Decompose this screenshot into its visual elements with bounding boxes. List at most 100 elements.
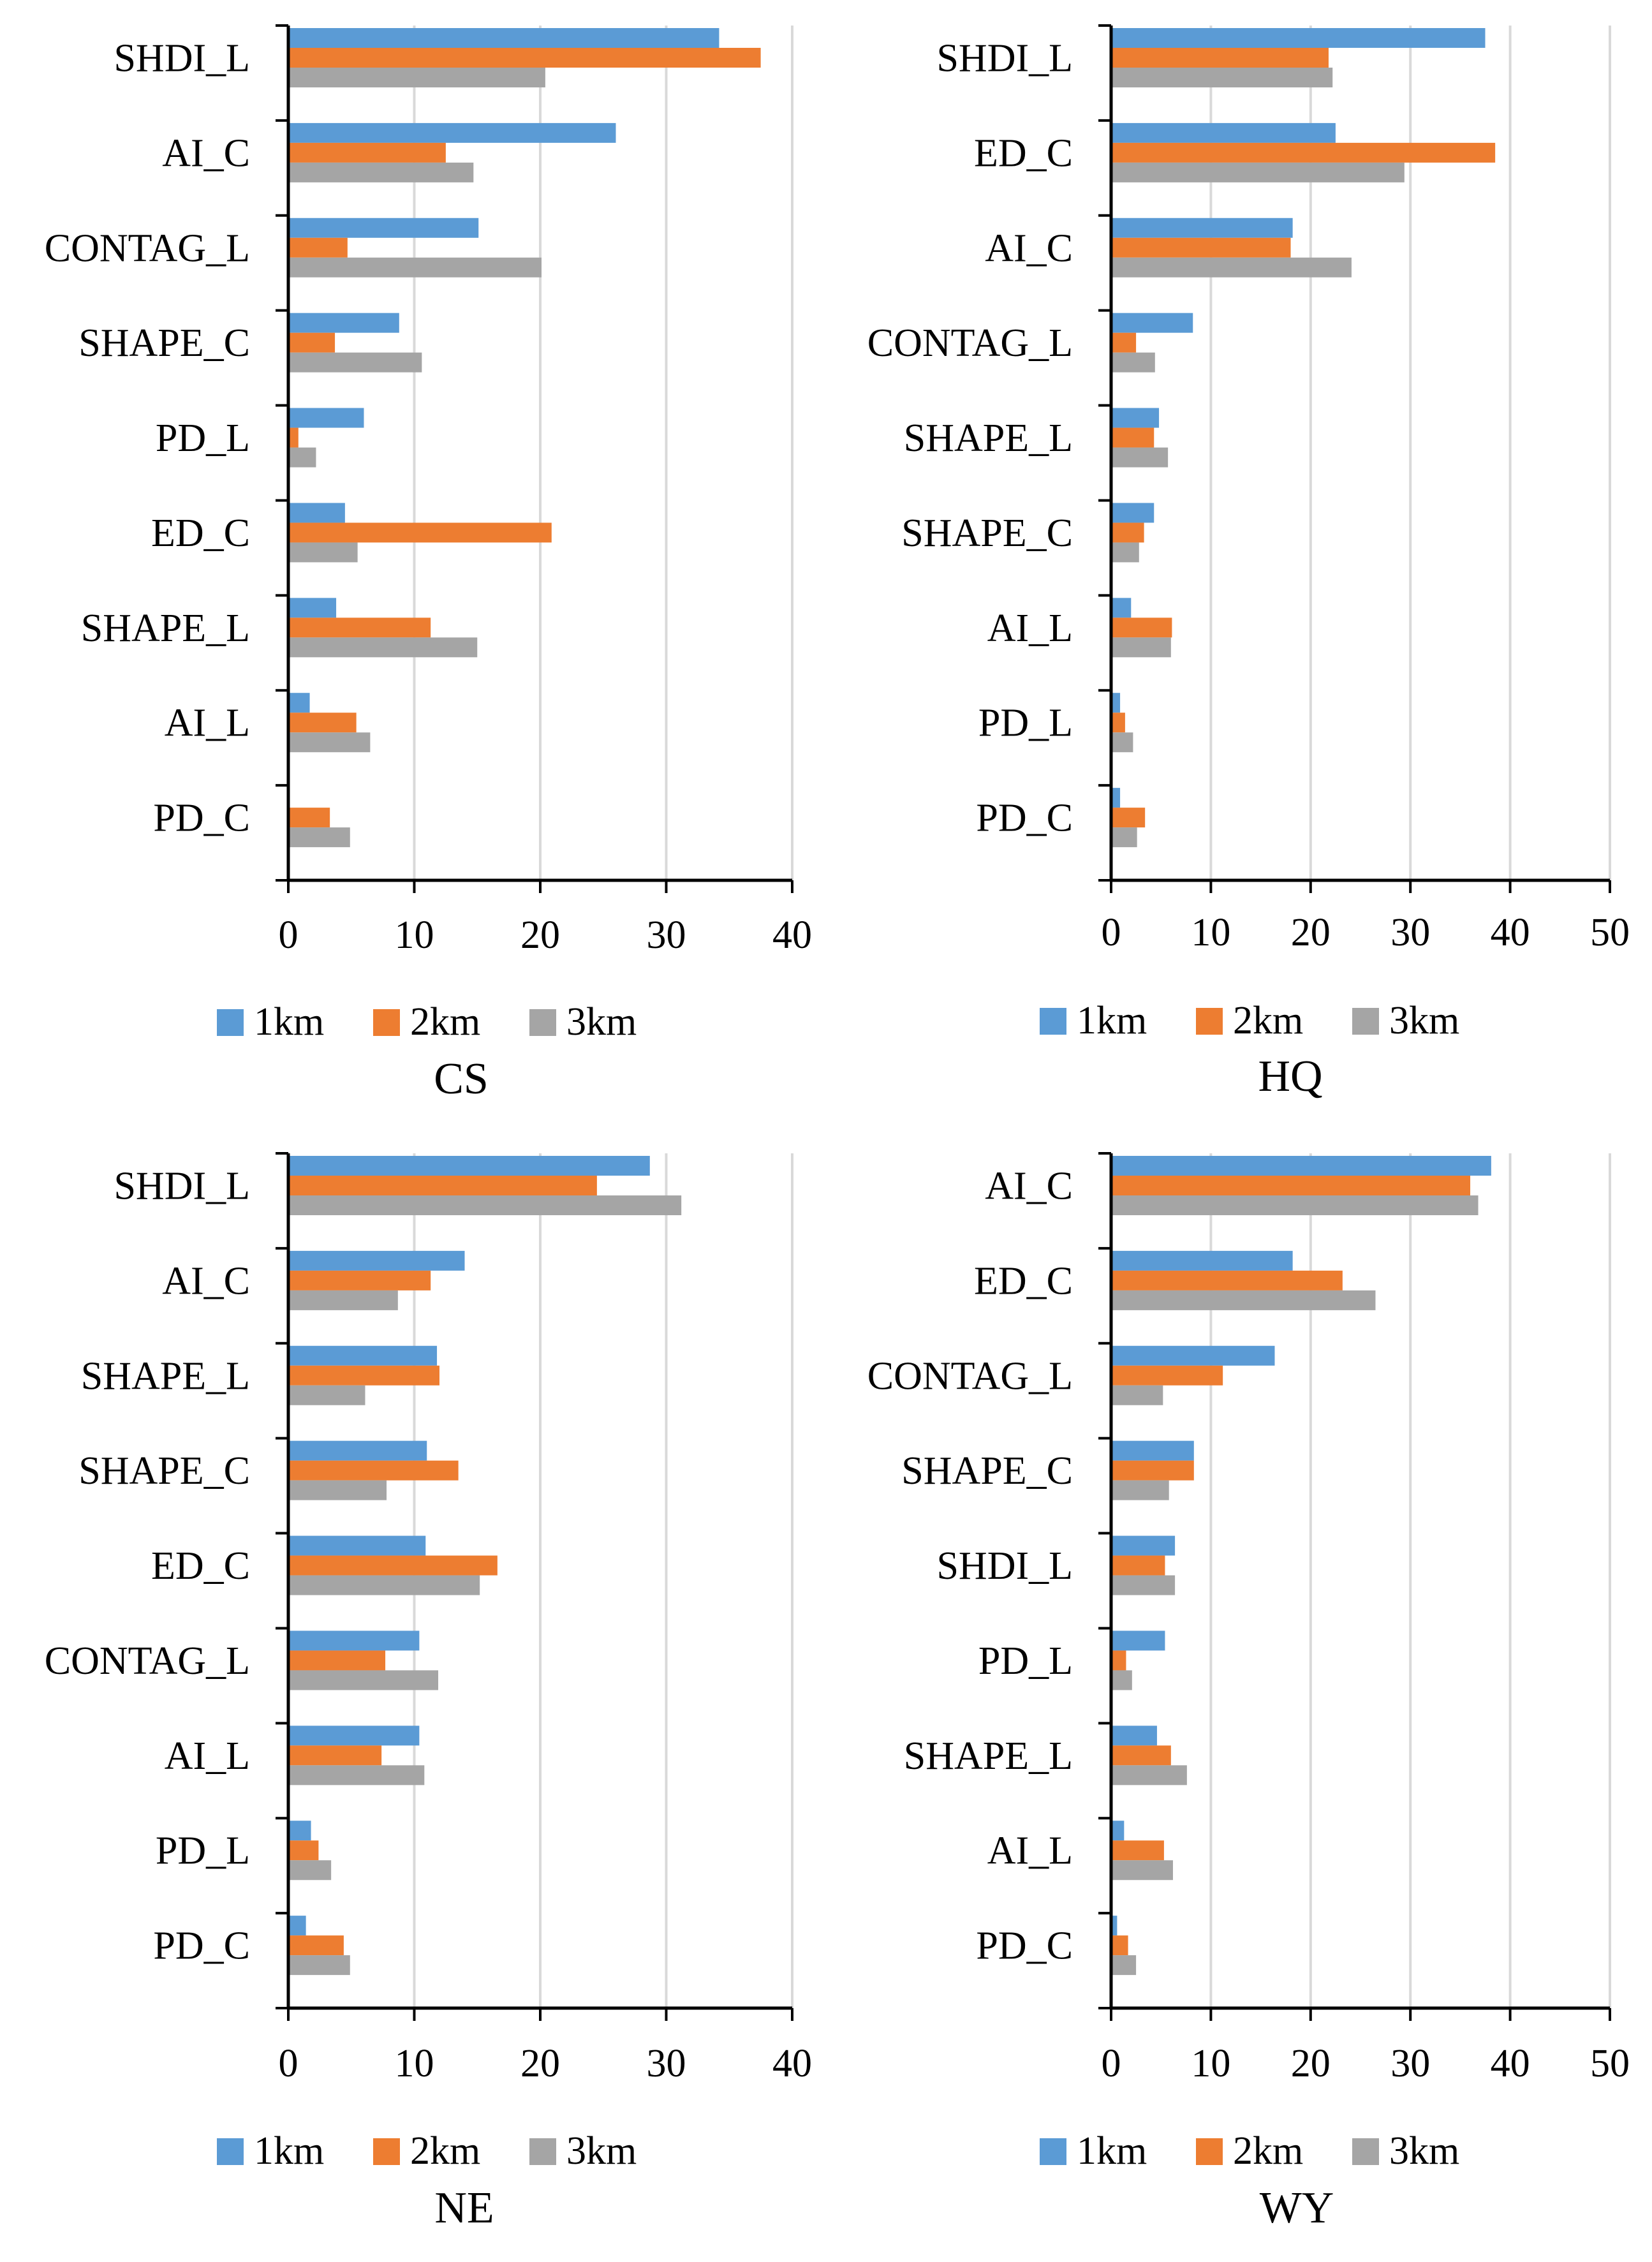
bar-ai-c-2km bbox=[288, 142, 446, 163]
bar-ed-c-1km bbox=[288, 1535, 426, 1556]
bar-contag-l-2km bbox=[1111, 332, 1137, 353]
bar-ai-l-3km bbox=[1111, 637, 1171, 658]
bar-ed-c-3km bbox=[288, 542, 358, 563]
category-label: SHAPE_C bbox=[901, 512, 1073, 555]
category-label: ED_C bbox=[151, 1544, 250, 1588]
bar-shape-l-1km bbox=[288, 598, 337, 618]
chart-panel-ne: 0 10 20 30 40 SHDI_L AI_C SHAPE_L SHAPE_C ED_C CON… bbox=[45, 1152, 812, 2233]
bar-pd-l-2km bbox=[1111, 713, 1125, 733]
bar-shape-c-2km bbox=[1111, 522, 1144, 543]
bar-ai-c-2km bbox=[1111, 1176, 1471, 1195]
chart-title: NE bbox=[434, 2184, 494, 2233]
category-label: AI_C bbox=[162, 131, 250, 175]
bar-ed-c-3km bbox=[1111, 162, 1405, 182]
bar-contag-l-3km bbox=[1111, 1385, 1163, 1405]
category-label: PD_C bbox=[976, 797, 1073, 840]
bar-shape-c-1km bbox=[288, 1440, 427, 1461]
bar-ai-l-2km bbox=[1111, 617, 1172, 638]
bar-shape-l-2km bbox=[1111, 427, 1154, 448]
legend-label-2km: 2km bbox=[410, 2129, 480, 2173]
legend: 1km 2km 3km bbox=[1040, 2129, 1459, 2173]
x-tick-label: 30 bbox=[647, 2042, 686, 2085]
bar-shape-l-2km bbox=[288, 617, 431, 638]
bar-pd-l-3km bbox=[1111, 732, 1133, 753]
legend-swatch-1km bbox=[217, 1009, 244, 1036]
x-tick-label: 10 bbox=[1191, 2042, 1230, 2085]
category-label: CONTAG_L bbox=[45, 1639, 250, 1683]
legend: 1km 2km 3km bbox=[1040, 999, 1459, 1042]
bar-shape-l-3km bbox=[288, 1385, 365, 1405]
legend-label-1km: 1km bbox=[1077, 999, 1147, 1042]
bar-ai-l-2km bbox=[1111, 1840, 1164, 1861]
legend-label-3km: 3km bbox=[566, 2129, 637, 2173]
bar-shape-l-2km bbox=[288, 1365, 439, 1386]
bar-shape-c-2km bbox=[288, 332, 336, 353]
category-label: SHDI_L bbox=[936, 1544, 1073, 1588]
bar-pd-c-2km bbox=[1111, 808, 1146, 828]
bar-pd-c-2km bbox=[1111, 1935, 1128, 1956]
x-tick-label: 10 bbox=[395, 2042, 434, 2085]
category-label: CONTAG_L bbox=[867, 1354, 1073, 1398]
chart-title: HQ bbox=[1258, 1052, 1322, 1101]
category-label: AI_C bbox=[985, 1165, 1073, 1208]
legend-label-2km: 2km bbox=[1233, 2129, 1303, 2173]
bar-ai-l-3km bbox=[1111, 1860, 1173, 1881]
bar-ai-l-2km bbox=[288, 713, 357, 733]
bar-pd-c-2km bbox=[288, 808, 330, 828]
category-label: PD_L bbox=[978, 702, 1073, 745]
bar-ed-c-2km bbox=[1111, 1270, 1343, 1290]
x-tick-label: 20 bbox=[1291, 2042, 1331, 2085]
bar-ed-c-3km bbox=[288, 1575, 480, 1595]
category-label: SHAPE_L bbox=[81, 1354, 250, 1398]
legend-swatch-1km bbox=[217, 2138, 244, 2165]
x-tick-label: 0 bbox=[1102, 2042, 1121, 2085]
bar-shape-l-1km bbox=[288, 1345, 438, 1366]
bar-contag-l-1km bbox=[288, 1630, 420, 1651]
bar-shape-l-3km bbox=[1111, 1765, 1187, 1785]
bar-pd-l-1km bbox=[288, 408, 364, 428]
bar-shdi-l-3km bbox=[1111, 68, 1333, 87]
bar-pd-c-1km bbox=[1111, 788, 1121, 808]
bar-pd-l-3km bbox=[288, 447, 316, 468]
bar-ai-c-2km bbox=[1111, 237, 1291, 258]
category-label: PD_C bbox=[153, 1925, 250, 1968]
bar-contag-l-3km bbox=[288, 1670, 439, 1690]
bar-pd-l-2km bbox=[1111, 1650, 1126, 1671]
bar-pd-l-3km bbox=[1111, 1670, 1132, 1690]
category-label: PD_L bbox=[156, 1830, 250, 1873]
category-label: CONTAG_L bbox=[45, 226, 250, 270]
chart-title: WY bbox=[1260, 2184, 1334, 2233]
x-tick-label: 40 bbox=[1491, 911, 1530, 954]
category-label: SHDI_L bbox=[114, 1165, 250, 1208]
bar-ai-c-3km bbox=[288, 162, 474, 182]
bar-shape-c-3km bbox=[288, 1480, 387, 1500]
legend-swatch-2km bbox=[1196, 1008, 1223, 1035]
bar-shape-l-1km bbox=[1111, 408, 1160, 428]
category-label: PD_C bbox=[976, 1925, 1073, 1968]
bar-ed-c-1km bbox=[288, 503, 345, 523]
bar-shape-l-3km bbox=[1111, 447, 1169, 468]
bar-ai-c-1km bbox=[288, 122, 616, 143]
bar-shdi-l-2km bbox=[1111, 48, 1329, 68]
bar-pd-l-1km bbox=[1111, 693, 1121, 713]
category-label: SHAPE_L bbox=[904, 417, 1073, 460]
legend-swatch-2km bbox=[373, 1009, 400, 1036]
legend-label-1km: 1km bbox=[1077, 2129, 1147, 2173]
category-label: ED_C bbox=[151, 512, 250, 555]
bar-pd-l-1km bbox=[1111, 1630, 1165, 1651]
bar-ed-c-1km bbox=[1111, 1250, 1293, 1271]
bar-pd-c-3km bbox=[288, 827, 350, 848]
bar-ai-c-1km bbox=[288, 1250, 465, 1271]
bar-pd-c-2km bbox=[288, 1935, 344, 1956]
bar-ai-c-1km bbox=[1111, 1156, 1491, 1176]
bar-ai-c-3km bbox=[288, 1290, 398, 1310]
x-tick-label: 40 bbox=[772, 913, 812, 957]
category-label: AI_L bbox=[165, 1734, 250, 1778]
category-label: PD_L bbox=[156, 417, 250, 460]
legend-label-1km: 1km bbox=[254, 1000, 324, 1044]
legend-swatch-2km bbox=[373, 2138, 400, 2165]
bar-shape-c-1km bbox=[288, 313, 399, 333]
legend-label-3km: 3km bbox=[1389, 999, 1459, 1042]
bar-pd-l-1km bbox=[288, 1821, 311, 1841]
